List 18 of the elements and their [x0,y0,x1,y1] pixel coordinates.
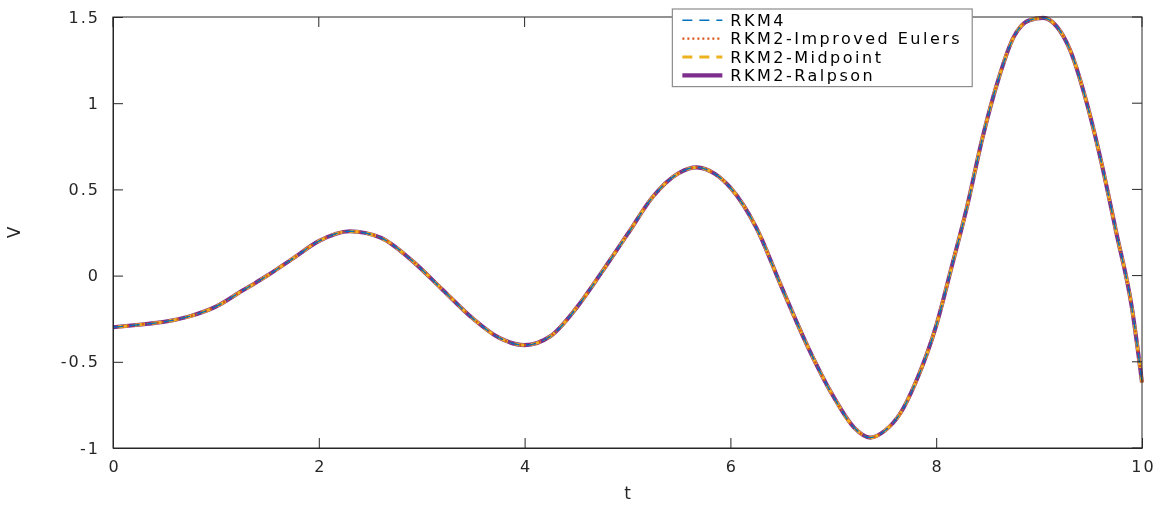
x-tick-label: 0 [108,457,121,477]
y-axis-title: V [4,226,24,239]
legend-label: RKM4 [730,11,786,30]
x-axis-title: t [624,483,632,503]
y-tick-label: 1.5 [68,7,100,27]
x-tick-label: 4 [520,457,533,477]
x-tick-label: 10 [1131,457,1156,477]
y-tick-label: 0.5 [68,180,100,200]
x-tick-label: 8 [931,457,944,477]
legend-label: RKM2-Ralpson [730,66,876,86]
y-tick-label: 0 [87,266,100,286]
y-tick-label: 1 [87,93,100,113]
y-tick-label: -1 [80,438,100,458]
legend-label: RKM2-Improved Eulers [730,29,963,49]
y-tick-label: -0.5 [60,352,100,372]
legend-label: RKM2-Midpoint [730,47,884,67]
x-tick-label: 6 [725,457,738,477]
x-tick-label: 2 [314,457,327,477]
